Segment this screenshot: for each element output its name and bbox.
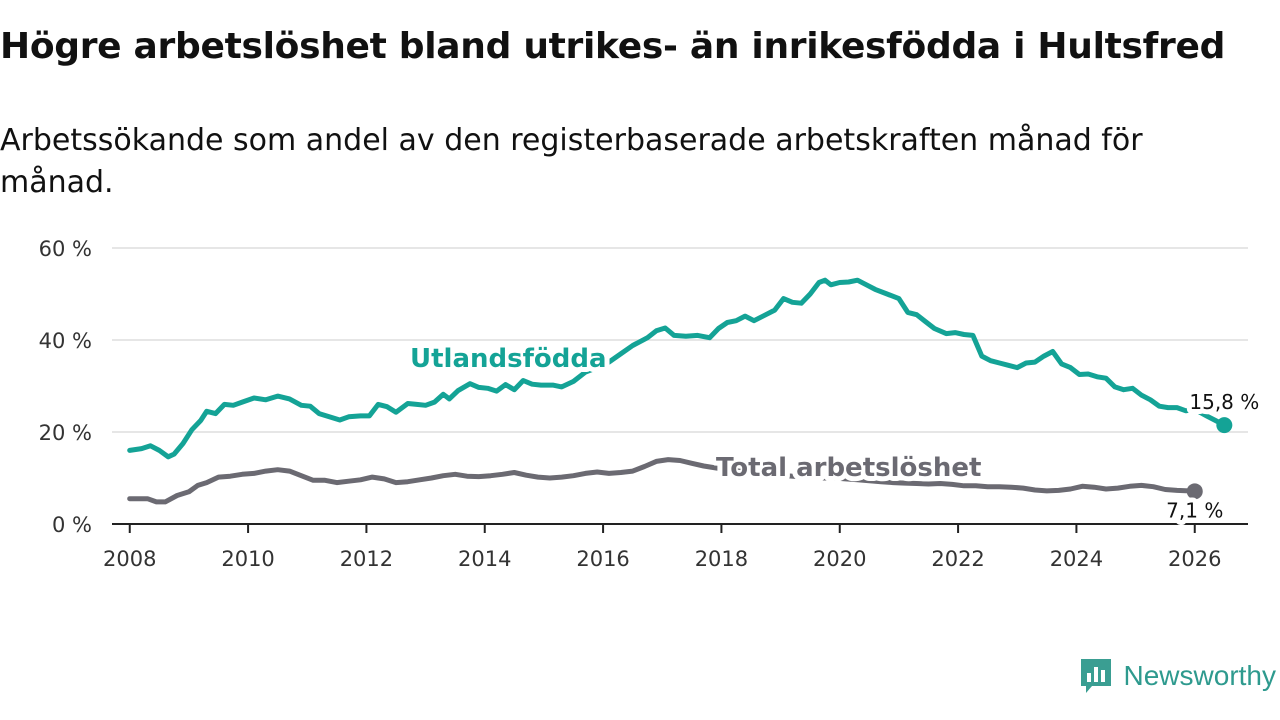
x-tick-label: 2008 [103, 547, 156, 571]
y-axis-ticks: 0 % 20 % 40 % 60 % [39, 237, 92, 537]
x-tick-label: 2010 [221, 547, 274, 571]
chart-title: Högre arbetslöshet bland utrikes- än inr… [0, 26, 1226, 67]
brand-name: Newsworthy [1123, 660, 1276, 691]
series-line-total [127, 457, 1198, 505]
end-label-total: 7,1 % [1166, 498, 1223, 522]
series-label-total: Total arbetslöshet [716, 453, 981, 483]
y-tick-label: 20 % [39, 421, 92, 445]
series-label-total-halo: Total arbetslöshet [716, 453, 981, 483]
x-tick-label: 2020 [813, 547, 866, 571]
gridlines [112, 247, 1248, 433]
chart-subtitle: Arbetssökande som andel av den registerb… [0, 123, 1143, 200]
series-lines [127, 277, 1233, 505]
x-axis-ticks: 2008 2010 2012 2014 2016 2018 2020 2022 2024 2026 [103, 524, 1221, 571]
y-tick-label: 0 % [52, 513, 92, 537]
x-tick-label: 2026 [1168, 547, 1221, 571]
end-label-utlandsfodda-halo: 15,8 % [1189, 390, 1259, 414]
y-tick-label: 60 % [39, 237, 92, 261]
series-label-utlandsfodda: Utlandsfödda [410, 344, 607, 374]
end-label-utlandsfodda: 15,8 % [1189, 390, 1259, 414]
x-tick-label: 2014 [458, 547, 511, 571]
x-tick-label: 2016 [576, 547, 629, 571]
newsworthy-brand: Newsworthy [1078, 656, 1276, 696]
series-endpoint-total [1186, 483, 1203, 500]
x-tick-label: 2024 [1050, 547, 1103, 571]
series-endpoint-utlandsfodda [1216, 417, 1233, 434]
x-tick-label: 2022 [931, 547, 984, 571]
x-tick-label: 2018 [695, 547, 748, 571]
series-label-utlandsfodda-halo: Utlandsfödda [410, 344, 607, 374]
end-label-total-halo: 7,1 % [1166, 498, 1223, 522]
series-line-utlandsfodda [127, 277, 1227, 460]
y-tick-label: 40 % [39, 329, 92, 353]
newsworthy-logo-icon [1080, 659, 1111, 693]
x-tick-label: 2012 [340, 547, 393, 571]
